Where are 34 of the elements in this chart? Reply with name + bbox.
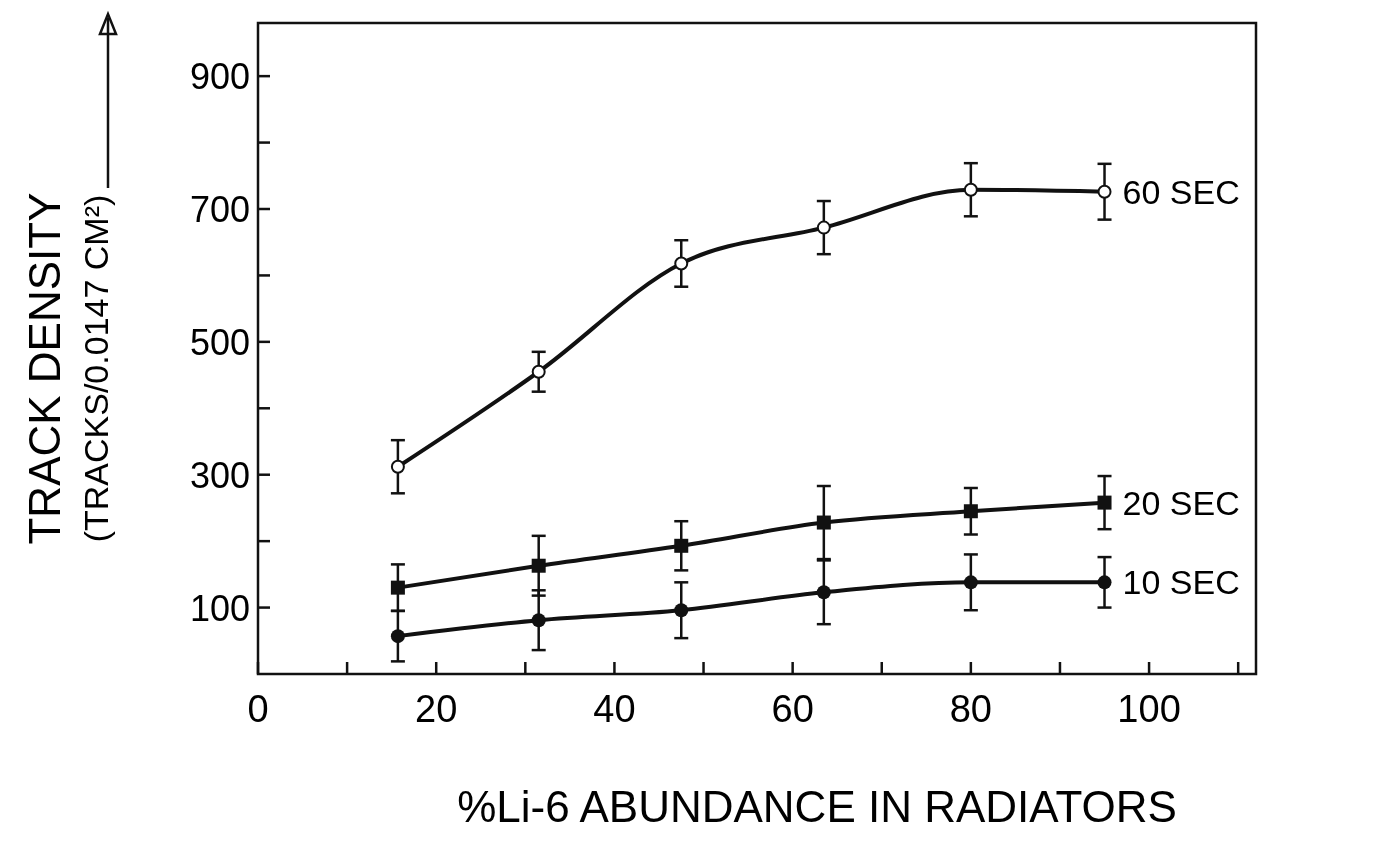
x-tick-label: 100 [1117, 688, 1181, 730]
x-tick-label: 20 [415, 688, 458, 730]
point [390, 459, 405, 474]
point [390, 580, 405, 595]
x-axis-title: %Li-6 ABUNDANCE IN RADIATORS [457, 782, 1177, 831]
y-axis-title: TRACK DENSITY (TRACKS/0.0147 CM²) [20, 192, 115, 545]
point [963, 504, 978, 519]
point [674, 603, 689, 618]
point [816, 585, 831, 600]
point [390, 629, 405, 644]
x-tick-label: 80 [949, 688, 992, 730]
point [674, 256, 689, 271]
point [531, 613, 546, 628]
point [1097, 575, 1112, 590]
point [1097, 495, 1112, 510]
x-tick-label: 40 [593, 688, 636, 730]
y-tick-label: 100 [189, 587, 250, 629]
series-label: 10 SEC [1122, 563, 1240, 602]
series-label: 20 SEC [1122, 483, 1240, 522]
y-tick-label: 300 [189, 454, 250, 496]
series-label: 60 SEC [1122, 172, 1240, 211]
point [963, 182, 978, 197]
point [674, 538, 689, 553]
y-tick-label: 900 [189, 56, 250, 98]
x-tick-label: 60 [771, 688, 814, 730]
y-tick-label: 700 [189, 189, 250, 230]
point [1097, 184, 1112, 199]
y-tick-label: 500 [189, 321, 250, 363]
point [531, 364, 546, 379]
x-tick-label: 0 [247, 688, 269, 730]
point [816, 220, 831, 235]
point [963, 575, 978, 590]
point [531, 558, 546, 573]
point [816, 515, 831, 530]
